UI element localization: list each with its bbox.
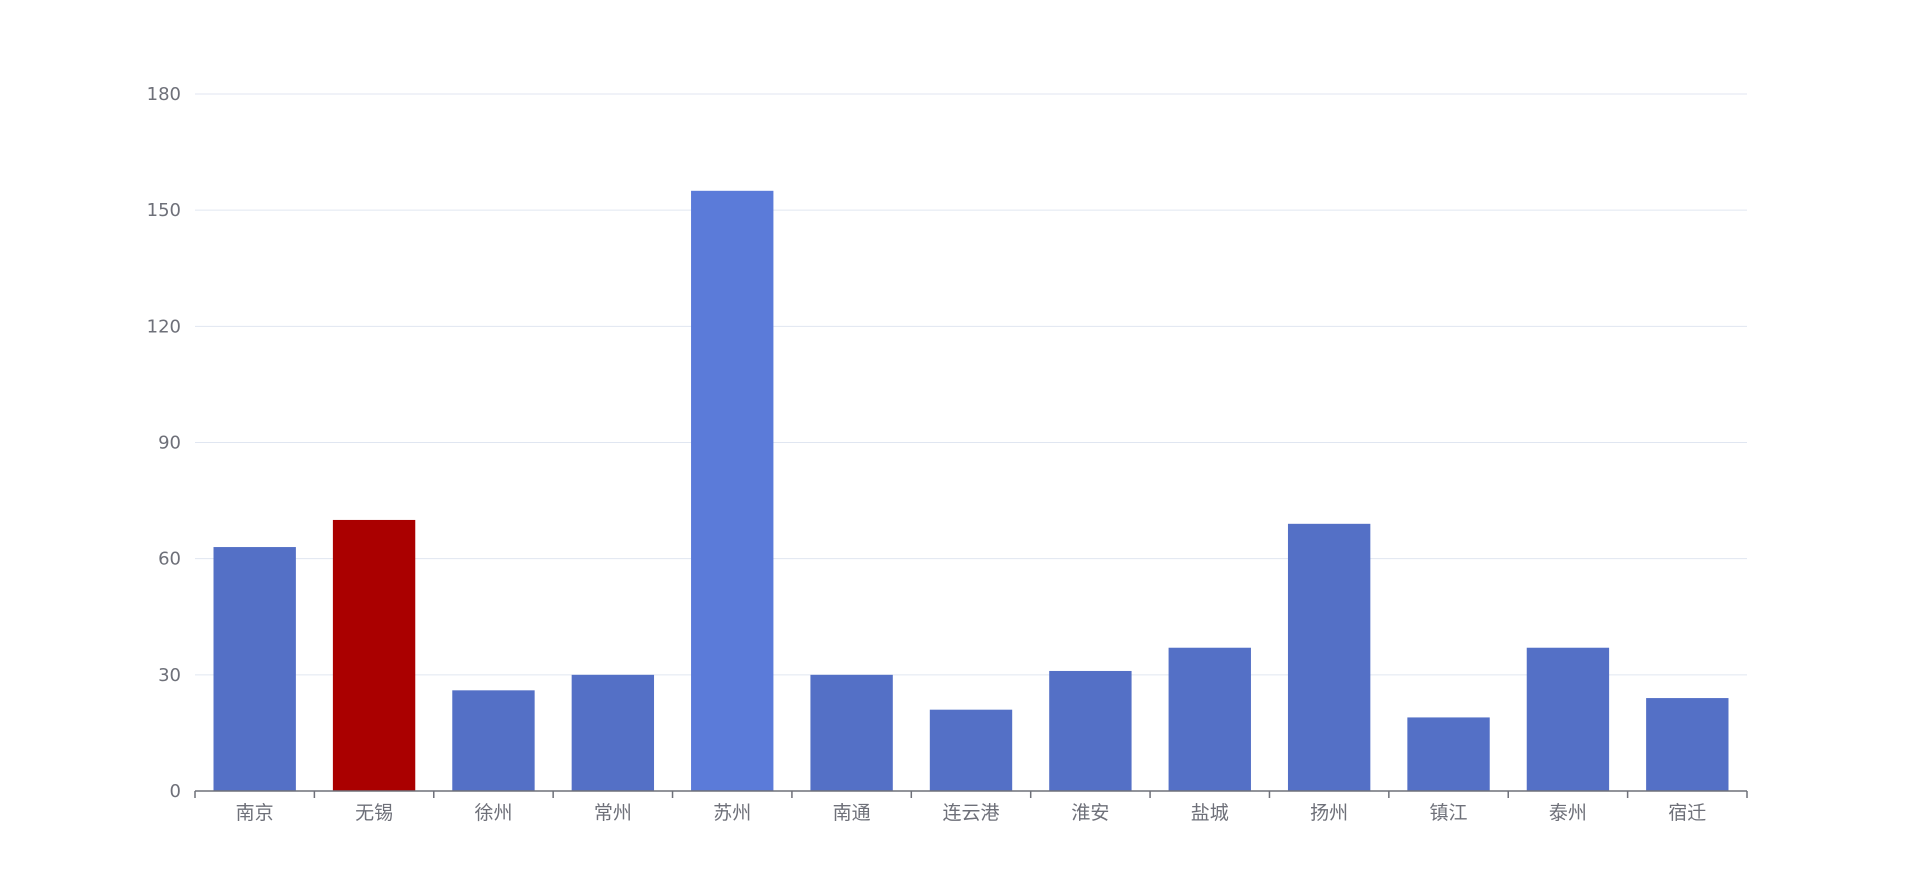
bar-淮安[interactable]: [1049, 670, 1132, 791]
x-tick-label-泰州: 泰州: [1549, 802, 1587, 824]
x-tick-label-常州: 常州: [594, 802, 632, 824]
bar-扬州[interactable]: [1287, 523, 1371, 791]
y-tick-label: 60: [158, 549, 181, 570]
x-tick-label-连云港: 连云港: [942, 802, 999, 824]
y-tick-label: 0: [170, 781, 181, 802]
x-tick-label-淮安: 淮安: [1071, 802, 1109, 824]
x-tick-label-宿迁: 宿迁: [1668, 802, 1706, 824]
bar-苏州[interactable]: [691, 190, 774, 792]
y-tick-label: 150: [147, 200, 181, 221]
grid-layer: [195, 93, 1747, 676]
y-tick-label: 180: [147, 84, 181, 105]
x-tick-label-盐城: 盐城: [1191, 802, 1229, 824]
bar-南通[interactable]: [810, 674, 893, 791]
bar-盐城[interactable]: [1168, 647, 1251, 791]
x-tick-label-南京: 南京: [236, 802, 274, 824]
y-tick-label: 30: [158, 665, 181, 686]
x-tick-label-镇江: 镇江: [1430, 802, 1468, 824]
bar-连云港[interactable]: [929, 709, 1013, 791]
bar-镇江[interactable]: [1407, 717, 1490, 791]
bar-南京[interactable]: [213, 547, 296, 791]
label-layer: 0 30 60 90 120 150 180 南京 无锡 徐州 常州 苏州 南通 连云港 淮安 盐城 扬州 镇江 泰…: [147, 84, 1707, 824]
bar-无锡[interactable]: [332, 519, 416, 791]
bar-宿迁[interactable]: [1646, 698, 1729, 791]
bar-徐州[interactable]: [452, 690, 535, 791]
bar-layer: [213, 190, 1729, 792]
x-tick-label-南通: 南通: [833, 802, 871, 824]
x-tick-label-苏州: 苏州: [713, 802, 751, 824]
x-tick-label-无锡: 无锡: [355, 802, 393, 824]
bar-常州[interactable]: [571, 674, 655, 791]
y-tick-label: 120: [147, 316, 181, 337]
x-tick-label-徐州: 徐州: [474, 802, 512, 824]
y-tick-label: 90: [158, 433, 181, 454]
axis-layer: [194, 790, 1748, 798]
bar-泰州[interactable]: [1526, 647, 1610, 791]
x-tick-label-扬州: 扬州: [1310, 802, 1348, 824]
